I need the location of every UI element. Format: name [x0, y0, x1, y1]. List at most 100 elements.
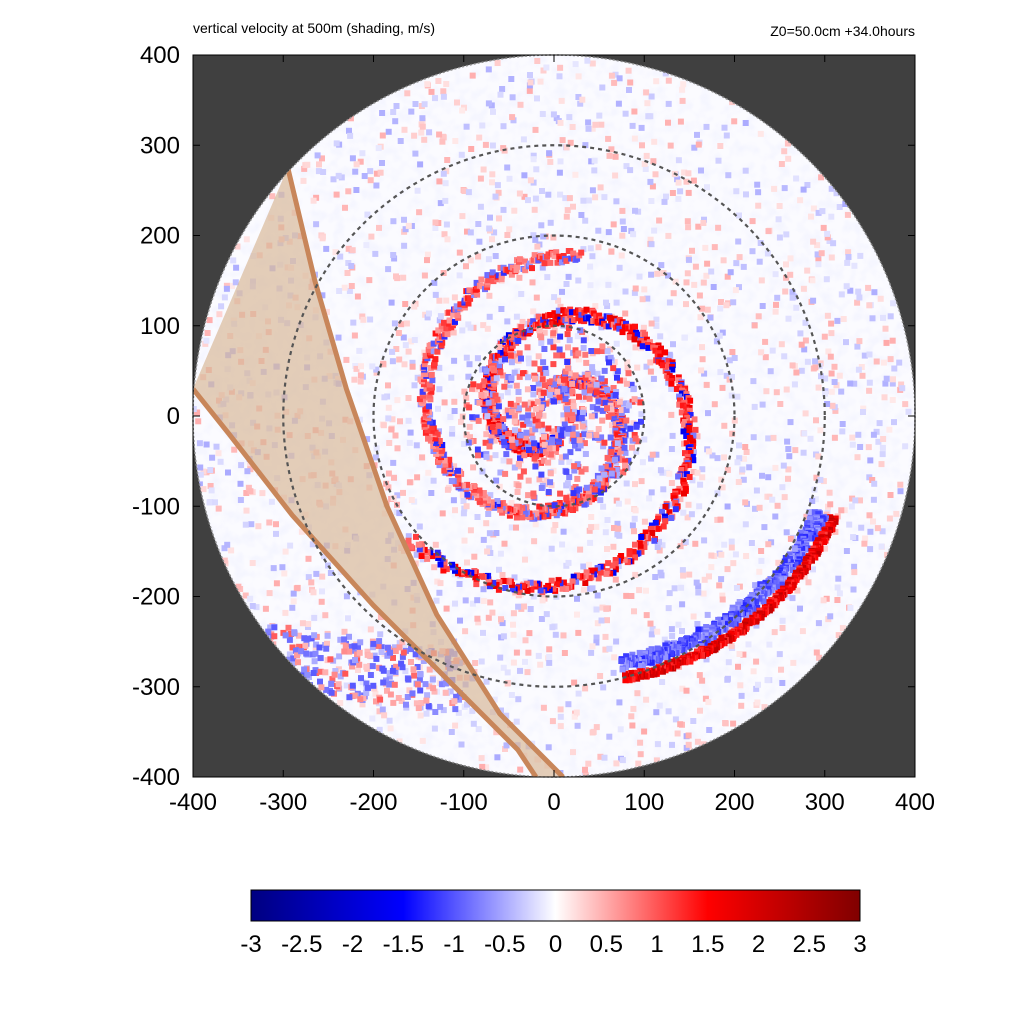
velocity-cell: [633, 448, 640, 455]
velocity-cell: [517, 101, 524, 108]
velocity-cell: [797, 605, 803, 612]
velocity-cell: [432, 541, 439, 548]
velocity-cell: [778, 666, 784, 673]
velocity-cell: [625, 457, 632, 464]
velocity-cell: [538, 471, 545, 478]
velocity-cell: [765, 474, 772, 481]
velocity-cell: [311, 632, 318, 639]
velocity-cell: [508, 436, 515, 443]
velocity-cell: [654, 270, 661, 277]
velocity-cell: [483, 368, 490, 375]
velocity-cell: [436, 131, 443, 138]
velocity-cell: [831, 379, 838, 385]
velocity-cell: [525, 374, 531, 381]
velocity-cell: [611, 654, 618, 661]
velocity-cell: [551, 381, 557, 388]
velocity-cell: [441, 457, 448, 464]
velocity-cell: [464, 491, 471, 498]
velocity-cell: [407, 338, 414, 345]
velocity-cell: [711, 401, 718, 408]
velocity-cell: [765, 586, 772, 593]
velocity-cell: [815, 511, 822, 518]
velocity-cell: [814, 550, 821, 557]
velocity-cell: [216, 311, 223, 318]
velocity-cell: [751, 403, 758, 410]
velocity-cell: [706, 573, 712, 580]
velocity-cell: [610, 669, 617, 676]
velocity-cell: [651, 537, 658, 544]
velocity-cell: [672, 506, 679, 513]
velocity-cell: [515, 428, 522, 435]
velocity-cell: [470, 438, 477, 444]
velocity-cell: [784, 438, 791, 445]
velocity-cell: [699, 466, 706, 473]
velocity-cell: [381, 394, 388, 401]
velocity-cell: [448, 478, 455, 484]
velocity-cell: [421, 136, 428, 143]
velocity-cell: [557, 333, 564, 340]
velocity-cell: [479, 763, 486, 770]
velocity-cell: [561, 421, 568, 428]
velocity-cell: [627, 425, 634, 432]
velocity-cell: [582, 466, 589, 473]
velocity-cell: [815, 209, 822, 216]
velocity-cell: [849, 434, 856, 441]
velocity-cell: [489, 179, 495, 186]
velocity-cell: [218, 303, 225, 310]
velocity-cell: [848, 503, 855, 510]
velocity-cell: [519, 514, 526, 521]
velocity-cell: [355, 667, 361, 673]
velocity-cell: [391, 644, 398, 651]
velocity-cell: [475, 253, 482, 260]
velocity-cell: [369, 715, 376, 722]
velocity-cell: [621, 377, 627, 384]
velocity-cell: [421, 421, 428, 428]
velocity-cell: [601, 754, 608, 761]
velocity-cell: [557, 256, 564, 262]
velocity-cell: [316, 161, 322, 168]
velocity-cell: [708, 268, 715, 275]
velocity-cell: [685, 189, 692, 196]
velocity-cell: [756, 504, 763, 511]
velocity-cell: [466, 361, 473, 368]
velocity-cell: [671, 495, 678, 502]
velocity-cell: [335, 172, 342, 179]
velocity-cell: [498, 393, 504, 400]
velocity-cell: [740, 602, 747, 609]
velocity-cell: [702, 695, 709, 702]
velocity-cell: [375, 642, 382, 649]
velocity-cell: [608, 410, 615, 417]
velocity-cell: [494, 754, 501, 761]
velocity-cell: [386, 681, 393, 688]
velocity-cell: [543, 400, 550, 407]
velocity-cell: [506, 512, 513, 519]
velocity-cell: [677, 397, 683, 404]
velocity-cell: [770, 434, 777, 441]
velocity-cell: [582, 766, 588, 773]
velocity-cell: [480, 382, 487, 389]
velocity-cell: [379, 132, 386, 139]
velocity-cell: [373, 170, 380, 177]
velocity-cell: [546, 659, 553, 666]
velocity-cell: [380, 360, 387, 367]
velocity-cell: [510, 631, 517, 638]
velocity-cell: [649, 530, 656, 536]
velocity-cell: [607, 354, 614, 361]
velocity-cell: [880, 359, 887, 366]
velocity-cell: [898, 381, 905, 388]
velocity-cell: [399, 653, 406, 660]
velocity-cell: [750, 434, 757, 441]
velocity-cell: [715, 224, 722, 231]
velocity-cell: [436, 462, 443, 469]
velocity-cell: [490, 579, 497, 586]
velocity-cell: [549, 428, 556, 435]
velocity-cell: [579, 96, 586, 103]
velocity-cell: [491, 367, 497, 374]
velocity-cell: [629, 444, 635, 451]
velocity-cell: [530, 385, 537, 391]
velocity-cell: [431, 564, 438, 571]
velocity-cell: [701, 537, 708, 544]
velocity-cell: [613, 421, 620, 428]
velocity-cell: [499, 435, 506, 442]
velocity-cell: [893, 510, 900, 517]
